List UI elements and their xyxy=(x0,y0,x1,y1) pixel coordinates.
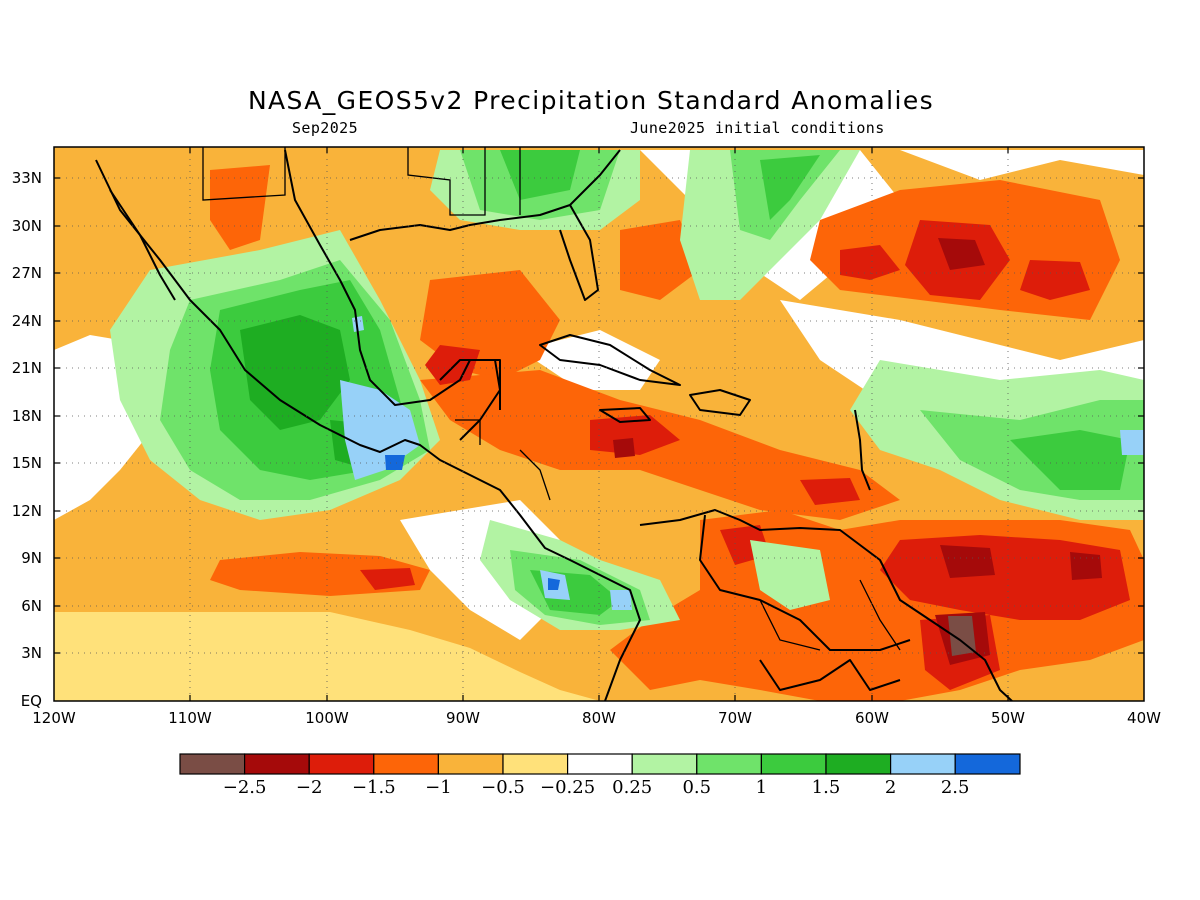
colorbar-label: −0.25 xyxy=(540,777,596,798)
colorbar-swatch-9 xyxy=(760,753,827,775)
lat-label: 9N xyxy=(21,549,42,567)
colorbar xyxy=(179,753,1021,775)
lat-label: 18N xyxy=(11,407,42,425)
colorbar-swatch-12 xyxy=(954,753,1021,775)
colorbar-swatch-5 xyxy=(502,753,569,775)
lon-label: 100W xyxy=(305,709,349,727)
lat-label: 12N xyxy=(11,502,42,520)
colorbar-label: −1 xyxy=(425,777,452,798)
wettest-regions xyxy=(385,455,560,590)
colorbar-label: −2 xyxy=(295,777,323,798)
lat-label: 24N xyxy=(11,312,42,330)
colorbar-label: 0.25 xyxy=(612,777,653,798)
lon-label: 90W xyxy=(446,709,480,727)
colorbar-swatch-6 xyxy=(566,753,633,775)
forecast-month: Sep2025 xyxy=(292,119,359,137)
colorbar-label: 1 xyxy=(755,777,768,798)
lat-label: 27N xyxy=(11,264,42,282)
colorbar-label: 2.5 xyxy=(940,777,970,798)
colorbar-swatch-7 xyxy=(631,753,698,775)
lon-label: 120W xyxy=(32,709,76,727)
lat-label: EQ xyxy=(20,692,42,710)
pacific-light-dry xyxy=(54,612,600,701)
lon-label: 50W xyxy=(991,709,1025,727)
anomaly-field xyxy=(54,147,1144,701)
lon-label: 110W xyxy=(168,709,212,727)
lon-label: 60W xyxy=(855,709,889,727)
grid-lines xyxy=(54,147,1144,701)
colorbar-swatch-10 xyxy=(825,753,892,775)
lon-label: 40W xyxy=(1127,709,1161,727)
chart-title: NASA_GEOS5v2 Precipitation Standard Anom… xyxy=(247,86,935,115)
lat-label: 21N xyxy=(11,359,42,377)
axis-ticks xyxy=(54,147,1144,701)
colorbar-swatch-4 xyxy=(437,753,504,775)
colorbar-label: 2 xyxy=(884,777,897,798)
lat-label: 33N xyxy=(11,169,42,187)
lat-label: 30N xyxy=(11,217,42,235)
colorbar-label: −0.5 xyxy=(481,777,525,798)
colorbar-swatch-1 xyxy=(244,753,310,775)
colorbar-label: 0.5 xyxy=(682,777,712,798)
colorbar-swatch-3 xyxy=(373,753,439,775)
very-dry-regions xyxy=(360,220,1130,690)
colorbar-label: 1.5 xyxy=(811,777,841,798)
lat-label: 15N xyxy=(11,454,42,472)
lat-label: 6N xyxy=(21,597,42,615)
colorbar-label: −1.5 xyxy=(351,777,396,798)
colorbar-swatch-8 xyxy=(696,753,762,775)
coastlines xyxy=(95,149,1013,701)
colorbar-swatch-11 xyxy=(889,753,956,775)
lon-label: 70W xyxy=(718,709,752,727)
colorbar-swatch-0 xyxy=(179,753,246,775)
lat-label: 3N xyxy=(21,644,42,662)
colorbar-label: −2.5 xyxy=(222,777,267,798)
political-borders xyxy=(202,147,901,651)
initial-conditions: June2025 initial conditions xyxy=(630,119,885,137)
colorbar-swatch-2 xyxy=(308,753,375,775)
lon-label: 80W xyxy=(582,709,616,727)
